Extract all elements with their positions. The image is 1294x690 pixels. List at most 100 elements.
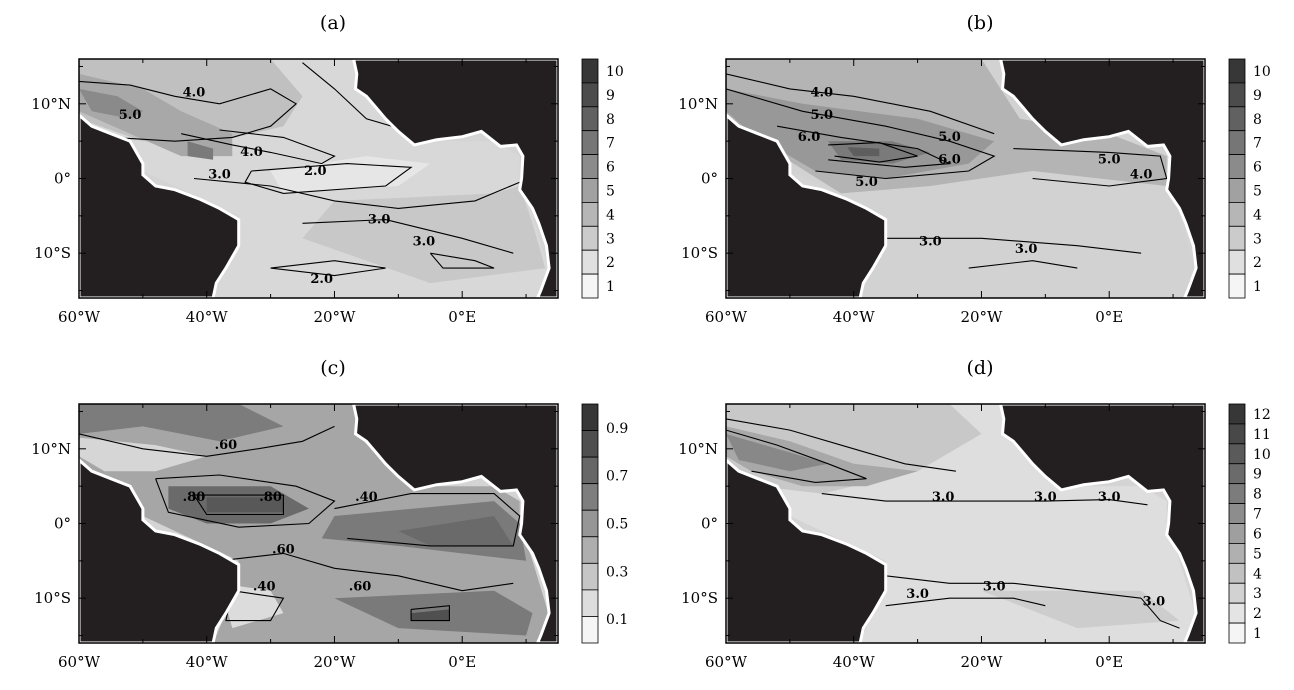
colorbar-swatch [1228,273,1246,299]
colorbar-swatch [581,249,599,275]
contour-label: 5.0 [1098,153,1121,168]
colorbar-label: 6 [1253,160,1262,176]
colorbar-swatch [1228,82,1246,108]
colorbar-label: 6 [1253,526,1262,542]
lat-tick-label: 10°N [31,440,71,458]
map-panel-c: (c) .60 .80 .80 .40 .60 .40 .60 60°W 40°W 20°W 0°E 1… [31,357,628,671]
contour-label: 3.0 [932,490,955,505]
contour-line [821,493,1148,506]
colorbar: 12 11 10 9 8 7 6 5 4 3 2 1 [1228,403,1271,644]
colorbar-swatch [1228,154,1246,179]
lat-tick-label: 10°S [34,244,71,262]
contour-label: 3.0 [906,587,929,602]
land-africa [352,59,558,298]
colorbar: 10 9 8 7 6 5 4 3 2 1 [1228,58,1271,299]
contour-label: .40 [253,580,276,595]
land-africa [999,404,1205,643]
colorbar-swatch [581,201,599,227]
contour-label: .40 [355,490,378,505]
lon-tick-label: 0°E [448,308,476,326]
contour-label: 3.0 [919,235,942,250]
lat-tick-label: 10°N [678,440,718,458]
contour-line [726,73,995,135]
colorbar-swatch [581,430,599,458]
colorbar-label: 5 [606,183,615,199]
land-south-america [726,113,888,298]
contour-label: 4.0 [810,85,833,100]
colorbar-label: 5 [1253,183,1262,199]
contour-line [270,260,386,277]
map-panel-d: (d) 3.0 3.0 3.0 3.0 3.0 3.0 60°W 40°W 20°W 0°E 10°N… [678,357,1271,671]
colorbar-label: 4 [606,207,615,223]
colorbar-label: 2 [1253,606,1262,622]
colorbar-swatch [581,589,599,617]
colorbar-label: 12 [1253,407,1271,423]
colorbar-label: 6 [606,160,615,176]
lat-tick-label: 10°N [31,95,71,113]
contour-line [181,129,336,165]
colorbar-label: 10 [1253,447,1271,463]
lon-tick-label: 20°W [960,653,1003,671]
contour-line [193,494,284,516]
contour-label: 3.0 [413,235,436,250]
colorbar-swatch [581,616,599,644]
colorbar-swatch [581,273,599,299]
contour-line [334,493,521,547]
contour-line [244,163,413,194]
contour-line [193,177,520,209]
colorbar-swatch [581,483,599,511]
colorbar-label: 0.3 [606,564,628,580]
colorbar-label: 9 [606,88,615,104]
contour-label: 2.0 [310,272,333,287]
contour-label: 4.0 [240,145,263,160]
contour-line [885,237,1142,254]
contour-line [1140,597,1180,629]
lon-tick-label: 60°W [705,308,748,326]
lon-tick-label: 60°W [58,308,101,326]
colorbar-label: 7 [1253,136,1262,152]
contour-label: 6.0 [798,130,821,145]
panel-b: (b) 4.0 5.0 6.0 5.0 6.0 5.0 5.0 4.0 3.0 3.0 60°W 40°… [647,0,1294,345]
map-field [726,59,1205,298]
colorbar-label: 1 [1253,626,1262,642]
colorbar-swatch [1228,58,1246,84]
colorbar-label: 8 [1253,487,1262,503]
colorbar-swatch [1228,602,1246,624]
colorbar-swatch [1228,562,1246,584]
colorbar-swatch [1228,483,1246,504]
colorbar-label: 9 [1253,467,1262,483]
colorbar-swatch [1228,106,1246,132]
colorbar-label: 8 [1253,112,1262,128]
map-field [79,59,558,298]
colorbar-label: 4 [1253,566,1262,582]
colorbar-label: 4 [1253,207,1262,223]
colorbar-label: 10 [1253,64,1271,80]
colorbar-label: 3 [1253,231,1262,247]
contour-label: .60 [215,438,238,453]
contour-label: 3.0 [1143,595,1166,610]
contour-line [885,575,1142,599]
colorbar-swatch [1228,463,1246,485]
contour-label: .80 [183,490,206,505]
colorbar-label: 7 [1253,507,1262,523]
contour-line [429,252,495,269]
colorbar-swatch [1228,403,1246,425]
colorbar-swatch [581,562,599,591]
land-south-america [79,113,241,298]
lon-tick-label: 20°W [313,308,356,326]
contour-line [726,429,867,483]
colorbar-label: 2 [606,255,615,271]
colorbar-swatch [581,58,599,84]
colorbar-label: 8 [606,112,615,128]
land-africa [999,59,1205,298]
lat-tick-label: 0° [54,170,71,188]
colorbar-swatch [581,130,599,155]
colorbar-swatch [581,82,599,108]
panel-title: (a) [320,12,346,34]
land-africa [352,404,558,643]
colorbar-label: 2 [1253,255,1262,271]
lon-tick-label: 20°W [960,308,1003,326]
lat-tick-label: 0° [701,515,718,533]
lat-tick-label: 10°N [678,95,718,113]
colorbar-swatch [1228,130,1246,155]
